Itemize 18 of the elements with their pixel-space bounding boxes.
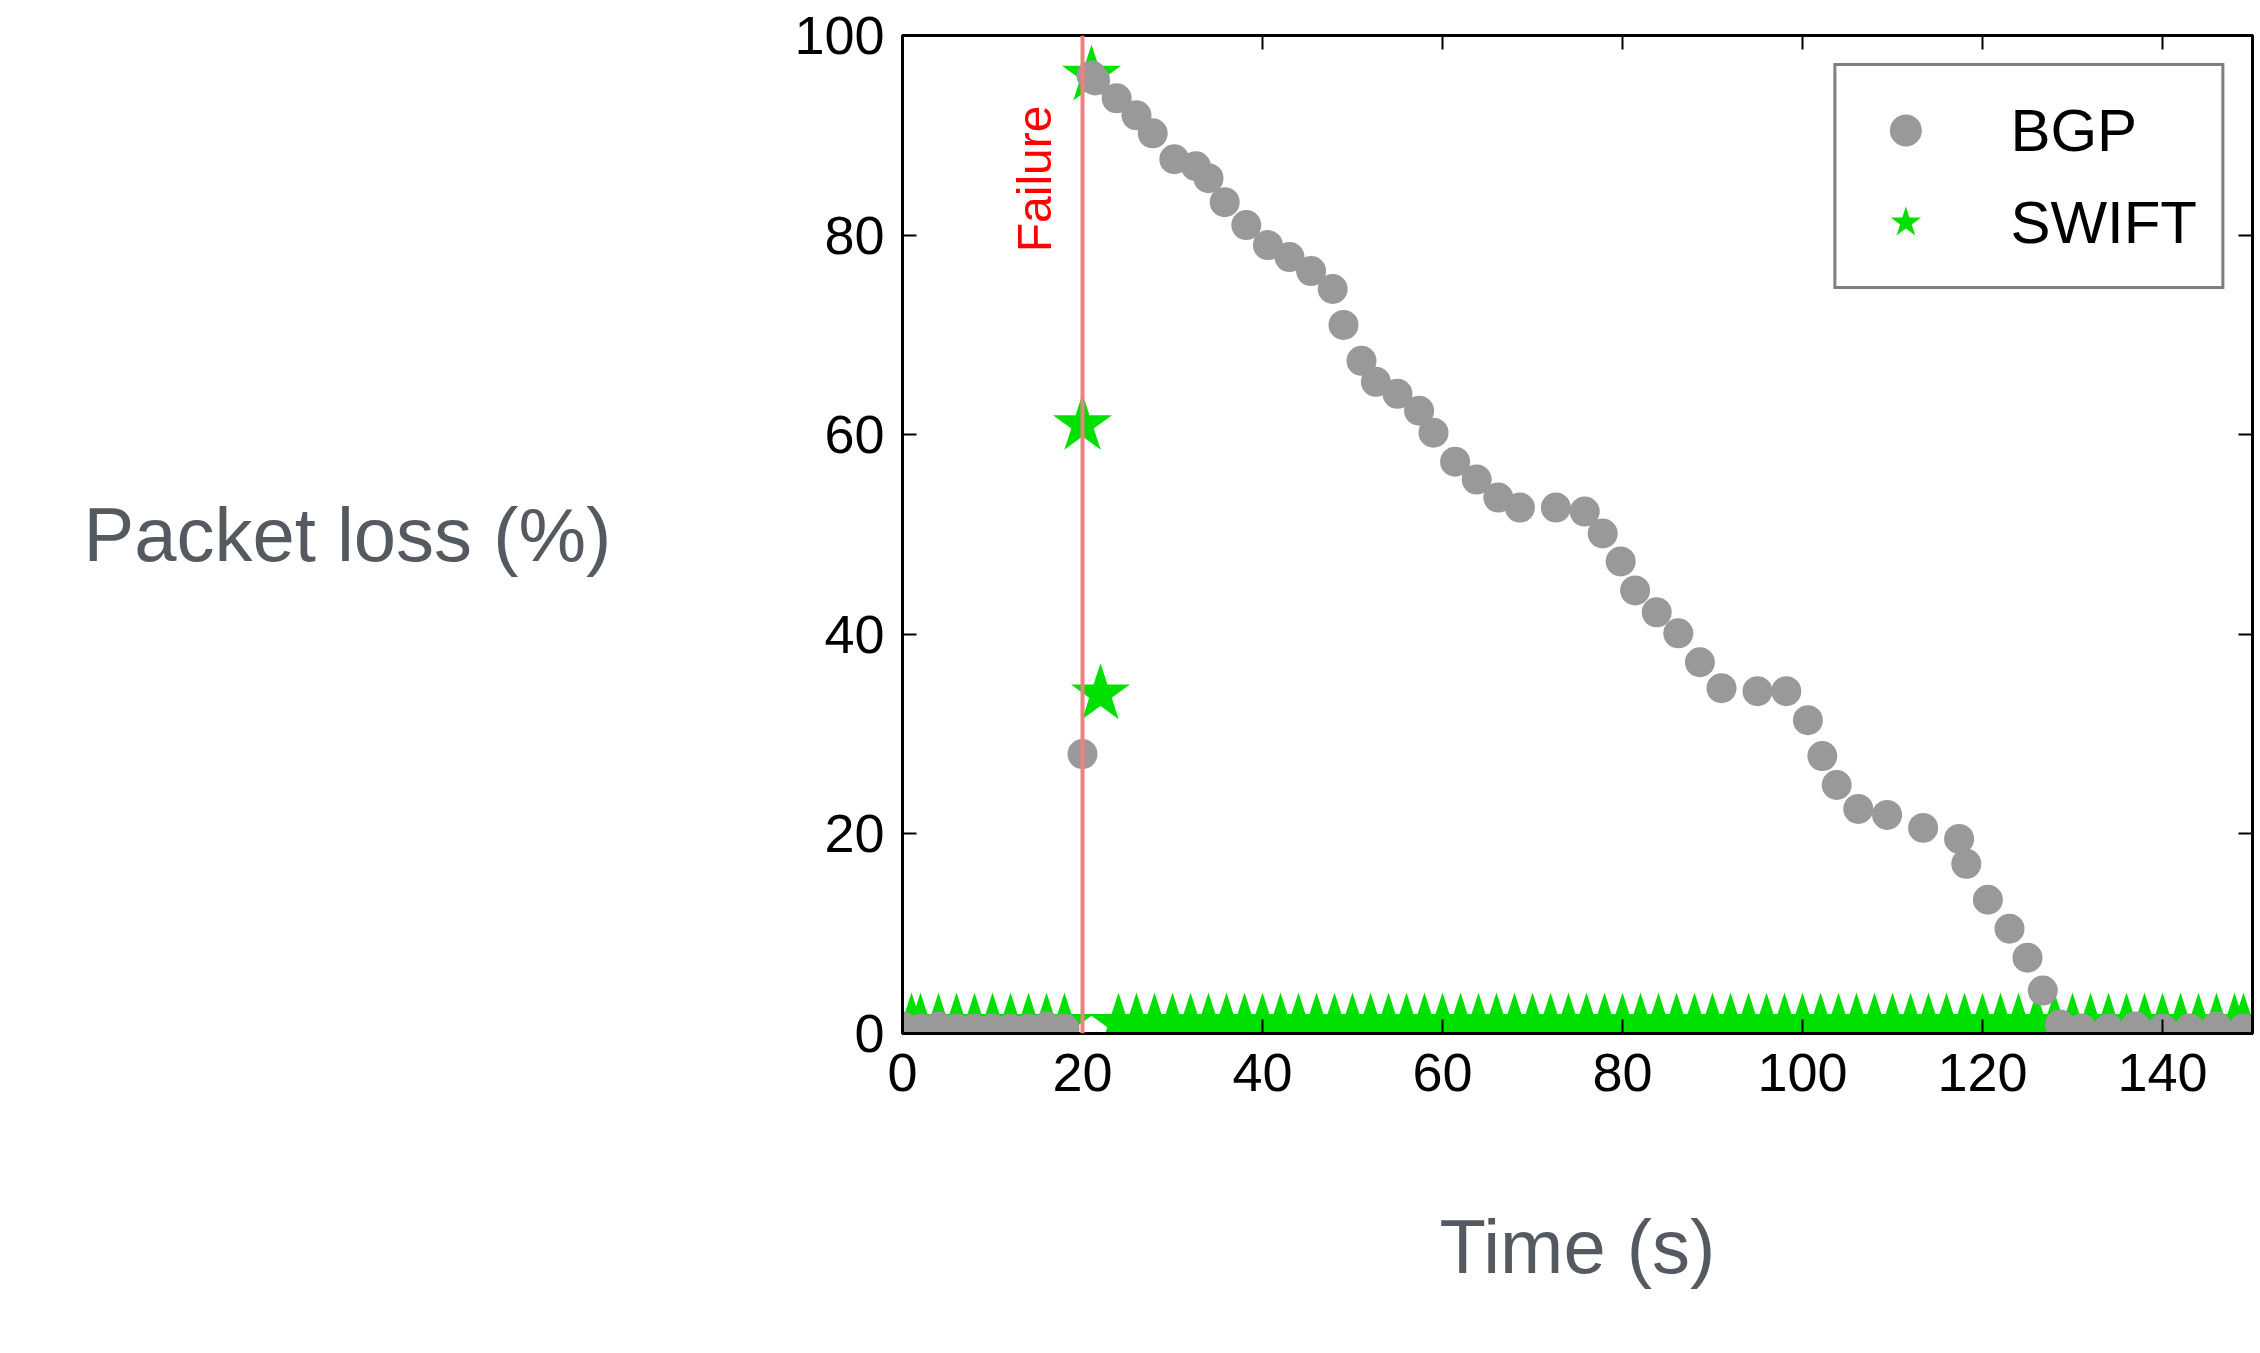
legend-label: SWIFT — [2010, 187, 2197, 258]
x-tick-label: 40 — [1232, 1041, 1293, 1102]
legend-label: BGP — [2010, 95, 2138, 166]
x-axis-title: Time (s) — [1439, 1203, 1716, 1289]
y-tick-label: 40 — [824, 603, 885, 664]
x-tick-label: 140 — [2117, 1041, 2208, 1102]
x-tick-label: 60 — [1412, 1041, 1473, 1102]
x-tick-label: 80 — [1592, 1041, 1653, 1102]
x-tick-label: 120 — [1937, 1041, 2028, 1102]
x-tick-label: 20 — [1052, 1041, 1113, 1102]
y-tick-label: 0 — [854, 1003, 885, 1063]
x-tick-label: 100 — [1757, 1041, 1848, 1102]
ref-line-label: Failure — [1007, 105, 1061, 253]
y-tick-label: 20 — [824, 803, 885, 864]
y-axis-title: Packet loss (%) — [83, 492, 612, 577]
y-tick-label: 100 — [794, 5, 885, 65]
y-tick-label: 60 — [824, 404, 885, 465]
y-tick-label: 80 — [824, 204, 885, 265]
